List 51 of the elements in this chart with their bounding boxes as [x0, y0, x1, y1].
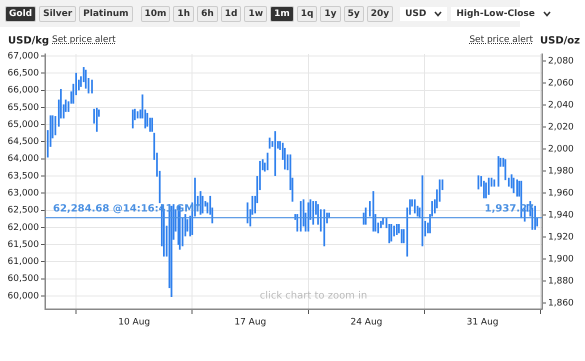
- y-tick-label: 63,000: [8, 188, 40, 198]
- y2-tick-label: 1,960: [548, 188, 574, 198]
- y-tick-label: 66,500: [8, 68, 40, 79]
- text: 1h: [173, 6, 194, 22]
- y-tick-label: 60,000: [8, 291, 40, 302]
- y-tick-label: 65,500: [8, 102, 40, 113]
- x-tick-label: 17 Aug: [234, 318, 266, 328]
- y-tick-label: 61,500: [8, 240, 40, 250]
- text: 6h: [197, 6, 218, 22]
- text: Set price alert: [469, 35, 533, 45]
- y2-tick-label: 1,860: [548, 298, 574, 308]
- y2-tick-label: 2,000: [548, 144, 574, 154]
- text: Gold: [5, 6, 36, 22]
- text: 1w: [244, 6, 268, 22]
- y2-tick-label: 1,900: [548, 254, 574, 264]
- text: 1d: [220, 6, 242, 22]
- y-tick-label: 63,500: [8, 171, 40, 182]
- y-tick-label: 64,500: [8, 137, 40, 148]
- text: 10m: [140, 6, 170, 22]
- y2-tick-label: 1,880: [548, 276, 574, 286]
- y-tick-label: 60,500: [8, 274, 40, 284]
- y-tick-label: 67,000: [8, 51, 40, 62]
- y2-tick-label: 1,940: [548, 210, 574, 220]
- y-tick-label: 66,000: [8, 86, 40, 96]
- y2-tick-label: 2,060: [548, 78, 574, 88]
- y-tick-label: 64,000: [8, 154, 40, 164]
- text: 5y: [344, 6, 364, 22]
- text: Set price alert: [52, 35, 116, 45]
- text: 20y: [366, 6, 394, 22]
- y-tick-label: 65,000: [8, 120, 40, 130]
- y-tick-label: 62,500: [8, 206, 40, 216]
- text: 1q: [296, 6, 318, 22]
- text: Platinum: [79, 6, 133, 22]
- text: 1y: [320, 6, 341, 22]
- y2-tick-label: 1,980: [548, 166, 574, 176]
- y-tick-label: 62,000: [8, 222, 40, 233]
- text: Silver: [39, 6, 76, 22]
- y2-tick-label: 2,040: [548, 100, 574, 110]
- x-tick-label: 24 Aug: [350, 318, 382, 328]
- y2-axis-title: USD/oz: [540, 36, 580, 47]
- y2-tick-label: 2,020: [548, 122, 574, 132]
- text: USD: [400, 6, 448, 20]
- x-tick-label: 10 Aug: [118, 318, 150, 328]
- annotation: click chart to zoom in: [260, 290, 368, 302]
- y2-tick-label: 1,920: [548, 232, 574, 242]
- text: High-Low-Close: [451, 6, 556, 20]
- y-tick-label: 61,000: [8, 257, 40, 268]
- text: 1m: [270, 6, 294, 22]
- x-tick-label: 31 Aug: [466, 318, 498, 328]
- y2-tick-label: 2,080: [548, 56, 574, 66]
- y-axis-title: USD/kg: [8, 36, 50, 47]
